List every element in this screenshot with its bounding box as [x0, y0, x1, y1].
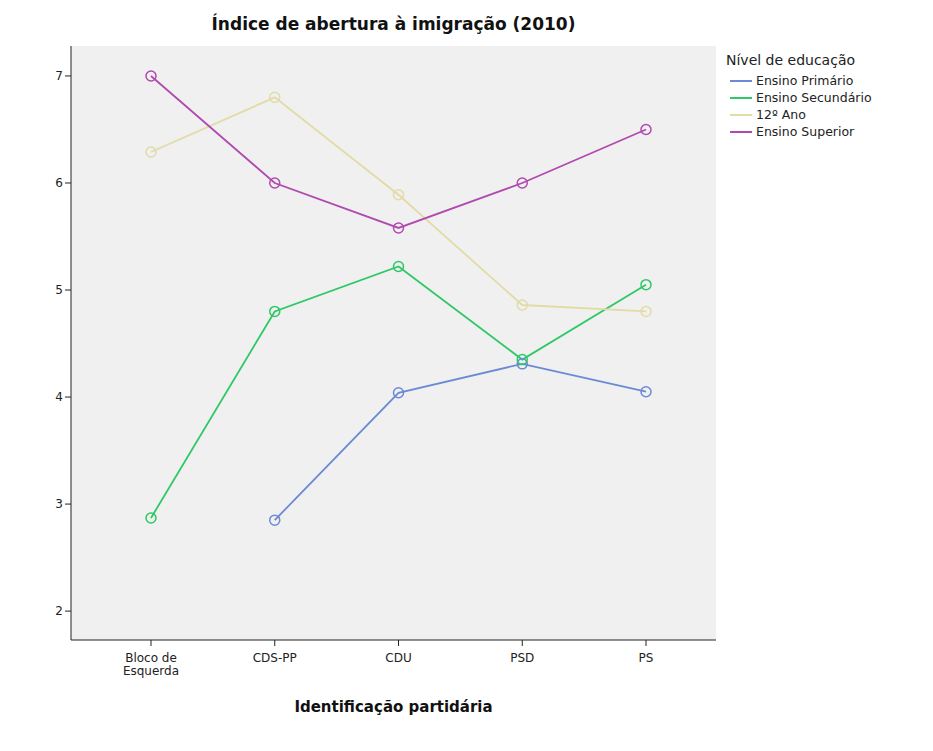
- html-text:Ensino Superior: Ensino Superior: [756, 124, 855, 139]
- svg-text:CDS-PP: CDS-PP: [253, 651, 297, 665]
- svg-text:3: 3: [55, 497, 63, 511]
- svg-text:5: 5: [55, 283, 63, 297]
- html-text:Ensino Secundário: Ensino Secundário: [756, 90, 872, 105]
- svg-text:CDU: CDU: [385, 651, 411, 665]
- svg-text:Identificação partidária: Identificação partidária: [294, 698, 492, 716]
- svg-text:6: 6: [55, 176, 63, 190]
- html-text:12º Ano: 12º Ano: [756, 107, 806, 122]
- html-text:Índice de abertura à imigração: Índice de abertura à imigração (2010): [211, 14, 576, 34]
- svg-text:7: 7: [55, 69, 63, 83]
- svg-text:2: 2: [55, 604, 63, 618]
- svg-text:4: 4: [55, 390, 63, 404]
- svg-text:PSD: PSD: [510, 651, 534, 665]
- html-text:Nível de educação: Nível de educação: [726, 52, 855, 68]
- html-text:Ensino Primário: Ensino Primário: [756, 73, 854, 88]
- svg-text:PS: PS: [639, 651, 654, 665]
- svg-text:Bloco deEsquerda: Bloco deEsquerda: [123, 651, 179, 678]
